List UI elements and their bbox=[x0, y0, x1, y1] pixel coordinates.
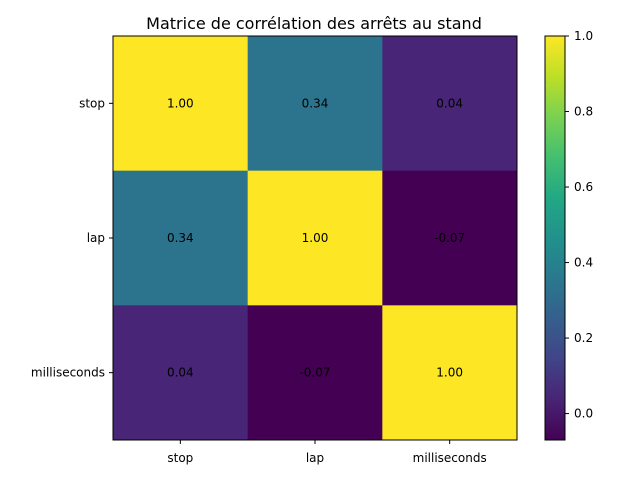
x-tick-label: milliseconds bbox=[413, 451, 487, 465]
heatmap-cells bbox=[113, 36, 518, 441]
heatmap-cell bbox=[382, 36, 518, 172]
colorbar-axis: 0.0 0.2 0.4 0.6 0.8 1.0 bbox=[565, 29, 593, 421]
cell-value-label: -0.07 bbox=[434, 231, 465, 245]
heatmap-cell bbox=[247, 36, 383, 172]
cell-value-label: 0.34 bbox=[167, 231, 194, 245]
cell-value-label: 0.34 bbox=[302, 96, 329, 110]
heatmap-cell bbox=[382, 305, 518, 441]
cell-value-label: 0.04 bbox=[167, 366, 194, 380]
heatmap-cell bbox=[247, 170, 383, 306]
heatmap-cell bbox=[382, 170, 518, 306]
heatmap-cell bbox=[113, 36, 249, 172]
colorbar-tick-label: 0.2 bbox=[574, 331, 593, 345]
chart-title: Matrice de corrélation des arrêts au sta… bbox=[146, 14, 482, 33]
cell-value-label: -0.07 bbox=[299, 366, 330, 380]
heatmap-cell bbox=[247, 305, 383, 441]
y-tick-label: milliseconds bbox=[31, 366, 105, 380]
colorbar-tick-label: 0.8 bbox=[574, 105, 593, 119]
y-axis: stop lap milliseconds bbox=[31, 96, 113, 380]
colorbar-tick-label: 0.6 bbox=[574, 180, 593, 194]
x-tick-label: lap bbox=[306, 451, 324, 465]
cell-value-label: 0.04 bbox=[436, 96, 463, 110]
cell-value-label: 1.00 bbox=[167, 96, 194, 110]
heatmap-cell bbox=[113, 305, 249, 441]
x-axis: stop lap milliseconds bbox=[167, 440, 487, 465]
colorbar bbox=[545, 36, 565, 440]
y-tick-label: stop bbox=[79, 96, 105, 110]
heatmap-cell-labels: 1.00 0.34 0.04 0.34 1.00 -0.07 0.04 -0.07 1.00 bbox=[167, 96, 465, 379]
cell-value-label: 1.00 bbox=[436, 366, 463, 380]
colorbar-tick-label: 0.4 bbox=[574, 256, 593, 270]
y-tick-label: lap bbox=[87, 231, 105, 245]
colorbar-frame bbox=[544, 35, 566, 441]
x-tick-label: stop bbox=[167, 451, 193, 465]
cell-value-label: 1.00 bbox=[302, 231, 329, 245]
colorbar-tick-label: 1.0 bbox=[574, 29, 593, 43]
colorbar-tick-label: 0.0 bbox=[574, 407, 593, 421]
heatmap-cell bbox=[113, 170, 249, 306]
